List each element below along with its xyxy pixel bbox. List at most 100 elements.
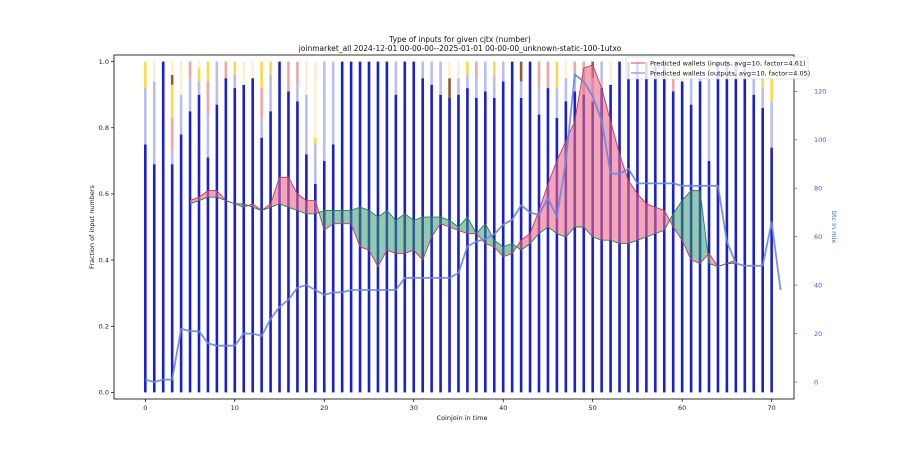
bar-segment-11-0 xyxy=(242,84,246,393)
bar-segment-15-0 xyxy=(278,61,281,393)
bar-segment-18-1 xyxy=(305,94,308,155)
bar-segment-32-0 xyxy=(430,84,433,393)
bar-segment-17-0 xyxy=(296,101,299,393)
chart-subtitle: joinmarket_all 2024-12-01 00-00-00--2025… xyxy=(298,44,622,53)
y2-tick-label-2: 40 xyxy=(814,281,822,289)
bar-segment-36-0 xyxy=(466,88,469,393)
bar-segment-39-1 xyxy=(492,74,496,98)
fill-segment-20 xyxy=(369,210,378,267)
plot-frame xyxy=(113,54,795,400)
x-tick-label-5: 50 xyxy=(589,404,597,412)
wallet-difference-fills xyxy=(190,64,736,267)
fill-segment-32 xyxy=(476,223,486,244)
fill-segment-45 xyxy=(592,64,602,241)
fill-segment-21 xyxy=(377,210,387,267)
fill-segment-12 xyxy=(297,193,307,214)
bar-segment-4-1 xyxy=(179,94,183,135)
y-tick-label-3: 0.6 xyxy=(99,190,109,198)
x-tick-label-2: 20 xyxy=(320,404,328,412)
bar-segment-45-0 xyxy=(546,88,550,393)
bar-segment-31-1 xyxy=(421,61,424,79)
bar-segment-37-2 xyxy=(475,61,478,79)
bar-segment-66-0 xyxy=(734,61,738,393)
bar-segment-7-0 xyxy=(206,157,210,393)
bar-segment-32-1 xyxy=(430,61,433,85)
series-line-inputs xyxy=(189,64,736,268)
bar-segment-35-0 xyxy=(457,94,460,393)
fill-segment-50 xyxy=(637,193,647,241)
x-tick-label-0: 0 xyxy=(143,404,147,412)
fill-segment-56 xyxy=(691,190,701,264)
bar-segment-34-5 xyxy=(448,61,451,79)
fill-segment-2 xyxy=(207,190,217,198)
fill-segment-55 xyxy=(682,190,692,261)
bar-segment-63-0 xyxy=(707,160,711,393)
bar-segment-7-3 xyxy=(206,61,210,82)
bar-segment-47-0 xyxy=(564,101,568,393)
y2-tick-label-6: 120 xyxy=(814,88,826,96)
bar-segment-6-5 xyxy=(197,61,201,69)
bar-segment-44-0 xyxy=(537,114,541,393)
y-axis: 0.0 0.2 0.4 0.6 0.8 1.0 xyxy=(99,58,114,397)
bar-segment-0-0 xyxy=(144,144,147,393)
bar-segment-44-1 xyxy=(537,88,541,115)
bar-segment-3-5 xyxy=(170,61,174,75)
fill-segment-24 xyxy=(404,213,414,254)
fill-segment-30 xyxy=(458,217,468,234)
bar-segment-10-0 xyxy=(233,88,237,393)
bar-segment-2-0 xyxy=(161,61,165,393)
bar-segment-50-0 xyxy=(591,101,594,393)
bar-segment-12-5 xyxy=(251,61,254,79)
bar-segment-40-1 xyxy=(501,61,505,82)
plot-area xyxy=(113,54,795,400)
bar-segment-13-2 xyxy=(260,88,263,118)
fill-segment-23 xyxy=(395,213,405,254)
fill-segment-51 xyxy=(646,203,656,237)
bar-segment-5-1 xyxy=(188,78,192,112)
bar-segment-17-1 xyxy=(296,84,299,102)
fill-segment-49 xyxy=(628,180,638,244)
x-tick-label-1: 10 xyxy=(231,404,239,412)
bar-segment-0-1 xyxy=(144,88,147,145)
fill-segment-25 xyxy=(413,217,423,261)
fill-segment-17 xyxy=(342,210,352,224)
bar-segment-48-2 xyxy=(573,61,577,79)
bar-segment-34-4 xyxy=(448,78,451,98)
fill-segment-10 xyxy=(279,177,289,208)
fill-segment-1 xyxy=(199,190,208,201)
bar-segment-46-0 xyxy=(555,117,559,393)
bar-segment-48-0 xyxy=(573,91,577,393)
x-tick-label-3: 30 xyxy=(410,404,418,412)
bar-segment-41-0 xyxy=(510,61,514,393)
bar-segment-38-1 xyxy=(484,61,487,92)
bar-segment-4-0 xyxy=(179,134,183,393)
bar-segment-68-0 xyxy=(752,94,756,393)
fill-segment-39 xyxy=(539,184,548,234)
bar-segment-9-2 xyxy=(224,61,228,79)
bar-segment-19-1 xyxy=(314,144,317,184)
bar-segment-10-3 xyxy=(233,61,237,75)
bar-segment-39-3 xyxy=(492,61,496,75)
fill-segment-26 xyxy=(422,217,432,261)
bar-segment-4-5 xyxy=(179,61,183,95)
bar-segment-19-0 xyxy=(314,184,317,393)
y2-axis-label: btc in mix xyxy=(830,211,838,243)
y2-axis: 0 20 40 60 80 100 120 xyxy=(794,88,826,386)
bar-segment-5-0 xyxy=(188,111,192,393)
bar-segment-16-0 xyxy=(287,91,290,393)
bar-segment-51-1 xyxy=(600,61,603,89)
bar-segment-3-2 xyxy=(170,117,174,151)
x-axis: 0 10 20 30 40 50 60 70 xyxy=(143,399,776,412)
bar-segment-70-3 xyxy=(770,68,773,102)
bar-segment-43-0 xyxy=(528,61,532,393)
y-tick-label-4: 0.8 xyxy=(99,124,109,132)
bar-segment-46-1 xyxy=(555,88,559,118)
bar-segment-13-1 xyxy=(260,117,263,138)
bar-segment-36-3 xyxy=(466,61,469,75)
bar-segment-22-0 xyxy=(340,61,344,393)
fill-segment-46 xyxy=(601,88,611,241)
bar-segment-9-0 xyxy=(224,78,228,393)
bar-segment-69-3 xyxy=(761,71,764,89)
y-axis-label: Fraction of input numbers xyxy=(88,184,96,268)
series-line-outputs xyxy=(189,190,736,268)
